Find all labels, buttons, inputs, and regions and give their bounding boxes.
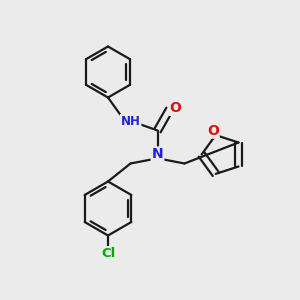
- Text: Cl: Cl: [101, 247, 115, 260]
- Text: O: O: [207, 124, 219, 138]
- Text: N: N: [152, 148, 163, 161]
- Text: O: O: [169, 101, 181, 115]
- Text: NH: NH: [121, 115, 140, 128]
